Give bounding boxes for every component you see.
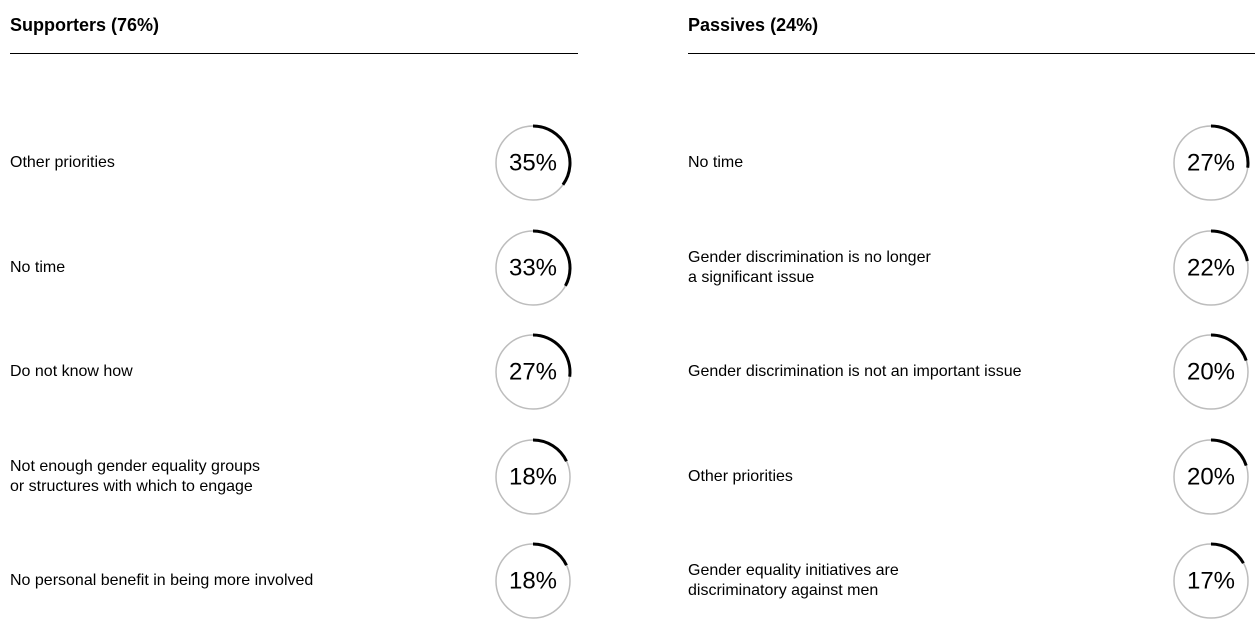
ring: 17% <box>1173 542 1249 619</box>
ring-arc <box>1210 124 1250 168</box>
ring-arc <box>1210 333 1248 362</box>
panel-title: Supporters (76%) <box>10 15 160 35</box>
row-label: Gender equality initiatives are discrimi… <box>688 562 899 599</box>
panel-title: Passives (24%) <box>688 15 819 35</box>
value-label: 33% <box>509 254 557 281</box>
value-label: 22% <box>1187 254 1235 281</box>
row-label: Other priorities <box>10 154 115 171</box>
row-label: Gender discrimination is not an importan… <box>688 363 1022 380</box>
row-label: Gender discrimination is no longer a sig… <box>688 248 931 286</box>
ring: 20% <box>1173 333 1249 410</box>
divider <box>10 53 578 54</box>
row-label: No personal benefit in being more involv… <box>10 572 314 589</box>
ring: 22% <box>1173 229 1249 306</box>
ring: 35% <box>495 124 572 201</box>
ring-arc <box>532 229 572 287</box>
ring: 18% <box>495 542 571 619</box>
value-label: 27% <box>1187 149 1235 176</box>
ring-arc <box>532 542 568 566</box>
ring-arc <box>1210 229 1249 261</box>
value-label: 17% <box>1187 567 1235 594</box>
value-label: 20% <box>1187 358 1235 385</box>
value-label: 35% <box>509 149 557 176</box>
row-label: No time <box>688 154 744 171</box>
value-label: 18% <box>509 463 557 490</box>
ring: 33% <box>495 229 572 306</box>
divider <box>688 53 1255 54</box>
panel: Supporters (76%) Other priorities 35% No ti… <box>10 0 590 619</box>
ring: 27% <box>1173 124 1250 201</box>
value-label: 18% <box>509 567 557 594</box>
ring-arc <box>532 124 572 186</box>
ring: 18% <box>495 438 571 515</box>
ring-arc <box>532 438 568 462</box>
ring: 20% <box>1173 438 1249 515</box>
ring-arc <box>1210 542 1245 564</box>
value-label: 20% <box>1187 463 1235 490</box>
row-label: No time <box>10 258 66 276</box>
ring-arc <box>532 333 572 377</box>
ring-arc <box>1210 438 1248 466</box>
panel: Passives (24%) No time 27% Gender discrimin… <box>688 0 1255 619</box>
row-label: Other priorities <box>688 467 793 485</box>
ring: 27% <box>495 333 572 410</box>
row-label: Not enough gender equality groups or str… <box>10 457 260 495</box>
row-label: Do not know how <box>10 363 133 380</box>
page: Supporters (76%) Other priorities 35% No ti… <box>10 0 1255 619</box>
value-label: 27% <box>509 358 557 385</box>
